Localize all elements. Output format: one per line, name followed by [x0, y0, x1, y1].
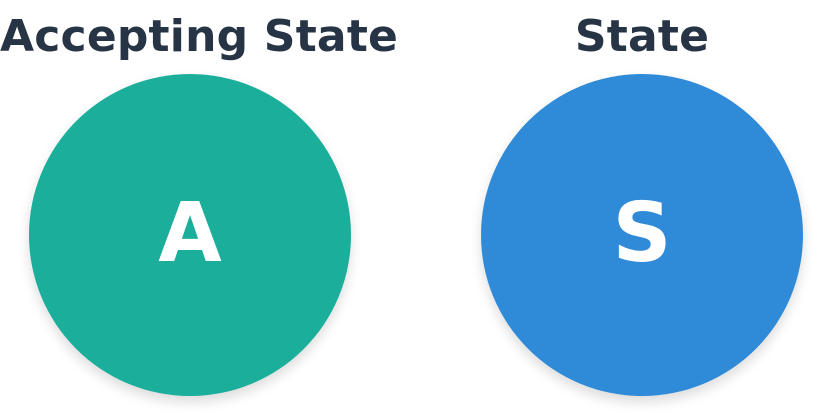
state-letter: S	[612, 186, 672, 281]
state-legend: State S	[452, 0, 828, 414]
state-title: State	[574, 11, 710, 62]
accepting-state-letter: A	[158, 186, 222, 281]
accepting-state-title: Accepting State	[0, 11, 399, 62]
accepting-state-node: A	[29, 74, 351, 396]
accepting-state-legend: Accepting State A	[0, 0, 399, 414]
state-node: S	[481, 74, 803, 396]
